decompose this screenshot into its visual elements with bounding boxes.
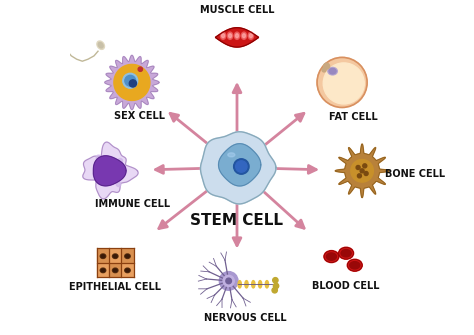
Circle shape xyxy=(236,161,247,172)
Text: MUSCLE CELL: MUSCLE CELL xyxy=(200,5,274,15)
Ellipse shape xyxy=(324,251,339,263)
FancyBboxPatch shape xyxy=(109,249,121,262)
Polygon shape xyxy=(201,132,276,204)
Circle shape xyxy=(219,272,238,290)
Ellipse shape xyxy=(350,262,360,269)
Ellipse shape xyxy=(341,250,351,257)
Ellipse shape xyxy=(113,255,117,258)
Ellipse shape xyxy=(248,32,254,40)
Circle shape xyxy=(273,283,279,288)
Circle shape xyxy=(96,155,101,160)
Ellipse shape xyxy=(228,153,235,157)
Circle shape xyxy=(351,159,374,182)
Text: FAT CELL: FAT CELL xyxy=(329,113,378,123)
Polygon shape xyxy=(215,28,259,47)
Ellipse shape xyxy=(97,41,104,49)
Circle shape xyxy=(322,68,326,72)
Ellipse shape xyxy=(234,32,240,40)
Circle shape xyxy=(357,174,362,178)
Ellipse shape xyxy=(238,281,241,288)
Ellipse shape xyxy=(327,253,337,260)
FancyBboxPatch shape xyxy=(97,263,109,276)
Ellipse shape xyxy=(241,32,246,40)
Ellipse shape xyxy=(98,43,103,48)
Circle shape xyxy=(360,169,364,173)
Ellipse shape xyxy=(113,269,117,272)
Ellipse shape xyxy=(242,34,246,38)
Text: STEM CELL: STEM CELL xyxy=(191,212,283,227)
Text: SEX CELL: SEX CELL xyxy=(114,111,164,121)
Ellipse shape xyxy=(123,73,137,88)
Text: EPITHELIAL CELL: EPITHELIAL CELL xyxy=(69,282,161,292)
Text: BLOOD CELL: BLOOD CELL xyxy=(312,281,379,291)
Polygon shape xyxy=(335,144,389,198)
Circle shape xyxy=(234,159,249,174)
Circle shape xyxy=(317,57,367,108)
Polygon shape xyxy=(114,64,150,100)
Ellipse shape xyxy=(245,281,248,288)
Text: IMMUNE CELL: IMMUNE CELL xyxy=(95,199,170,209)
Ellipse shape xyxy=(258,281,262,288)
FancyBboxPatch shape xyxy=(97,249,109,262)
Ellipse shape xyxy=(100,268,106,273)
Ellipse shape xyxy=(126,255,129,258)
FancyBboxPatch shape xyxy=(122,263,133,276)
Ellipse shape xyxy=(112,268,118,273)
Circle shape xyxy=(363,164,367,168)
Circle shape xyxy=(138,67,143,71)
Polygon shape xyxy=(93,156,126,186)
Text: BONE CELL: BONE CELL xyxy=(385,169,445,179)
Ellipse shape xyxy=(347,259,362,271)
Circle shape xyxy=(356,165,360,170)
Circle shape xyxy=(93,172,98,177)
Circle shape xyxy=(364,172,368,176)
Ellipse shape xyxy=(222,34,225,38)
Circle shape xyxy=(323,63,365,104)
Ellipse shape xyxy=(329,68,336,74)
Circle shape xyxy=(324,63,329,69)
Circle shape xyxy=(226,278,231,284)
Polygon shape xyxy=(219,144,261,186)
Ellipse shape xyxy=(265,281,269,288)
Circle shape xyxy=(223,275,234,286)
Ellipse shape xyxy=(101,269,105,272)
Ellipse shape xyxy=(228,32,233,40)
Ellipse shape xyxy=(328,67,337,75)
Circle shape xyxy=(272,288,277,293)
Ellipse shape xyxy=(125,75,136,86)
Ellipse shape xyxy=(249,34,252,38)
Polygon shape xyxy=(83,142,138,199)
Polygon shape xyxy=(105,55,159,110)
Ellipse shape xyxy=(236,34,238,38)
Circle shape xyxy=(273,278,278,283)
Ellipse shape xyxy=(338,247,354,259)
Ellipse shape xyxy=(100,254,106,259)
Ellipse shape xyxy=(112,254,118,259)
Ellipse shape xyxy=(252,281,255,288)
Ellipse shape xyxy=(220,32,226,40)
Circle shape xyxy=(116,182,121,187)
FancyBboxPatch shape xyxy=(109,263,121,276)
Ellipse shape xyxy=(101,255,105,258)
Circle shape xyxy=(118,158,123,163)
Circle shape xyxy=(129,80,137,87)
FancyBboxPatch shape xyxy=(122,249,133,262)
Ellipse shape xyxy=(228,34,232,38)
Ellipse shape xyxy=(125,268,130,273)
Text: NERVOUS CELL: NERVOUS CELL xyxy=(204,313,287,323)
Ellipse shape xyxy=(125,254,130,259)
Ellipse shape xyxy=(126,269,129,272)
